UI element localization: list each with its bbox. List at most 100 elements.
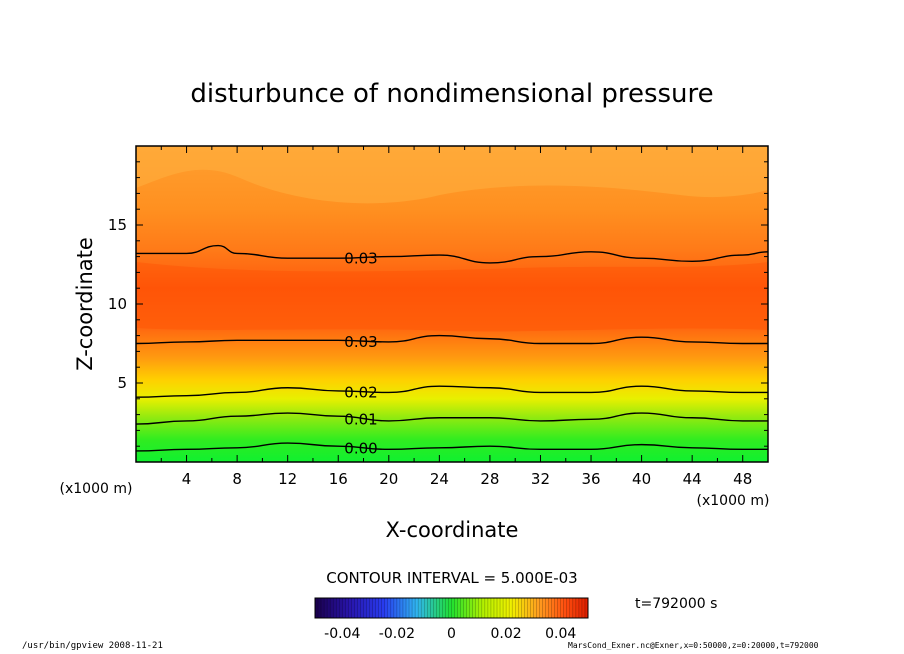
colorbar-cell [536,598,540,618]
colorbar-cell [584,598,589,618]
time-label: t=792000 s [635,596,717,612]
colorbar-cell [393,598,398,618]
colorbar-tick-label: 0.04 [545,626,576,642]
x-tick-label: 48 [733,470,752,488]
colorbar-cell [557,598,562,618]
colorbar-cell [548,598,552,618]
contour-line [136,334,768,345]
colorbar-cell [560,598,565,618]
x-axis-label: X-coordinate [386,518,519,542]
x-tick-label: 44 [683,470,702,488]
colorbar-cell [527,598,531,618]
colorbar-cell [518,598,522,618]
colorbar-cell [575,598,580,618]
x-tick-label: 32 [531,470,550,488]
y-tick-label: 10 [108,295,127,313]
colorbar-cell [509,598,513,618]
colorbar-cell [478,598,483,618]
top-band [136,146,768,204]
y-axis-label: Z-coordinate [73,237,97,371]
colorbar-tick-label: -0.04 [324,626,360,642]
plot-area: 0.00 0.01 0.02 0.03 0.03 [136,146,768,462]
colorbar-cell [506,598,510,618]
x-tick-label: 20 [379,470,398,488]
x-tick-label: 12 [278,470,297,488]
colorbar-cell [472,598,477,618]
colorbar-cell [500,598,504,618]
max-band [136,262,768,332]
colorbar-cell [433,598,437,618]
colorbar-cell [430,598,434,618]
x-tick-label: 16 [329,470,348,488]
colorbar-cell [490,598,495,618]
colorbar-cell [451,598,455,618]
colorbar-cell [363,598,367,618]
colorbar-cell [503,598,507,618]
colorbar-cell [530,598,534,618]
colorbar-cell [321,598,325,618]
x-unit-right: (x1000 m) [697,493,770,509]
x-tick-label: 36 [581,470,600,488]
colorbar-cell [390,598,395,618]
colorbar-cell [521,598,525,618]
colorbar-cell [378,598,383,618]
y-tick-label: 15 [108,216,127,234]
colorbar [314,597,589,619]
colorbar-cell [357,598,361,618]
colorbar-cell [460,598,465,618]
colorbar-cell [551,598,556,618]
colorbar-cell [436,598,440,618]
x-tick-label: 40 [632,470,651,488]
colorbar-cell [487,598,492,618]
colorbar-cell [539,598,543,618]
colorbar-cell [515,598,519,618]
contour-line [136,442,768,452]
colorbar-cell [512,598,516,618]
contour-interval: CONTOUR INTERVAL = 5.000E-03 [326,569,577,587]
color-field [136,146,768,462]
colorbar-cell [354,598,358,618]
colorbar-cell [454,598,458,618]
colorbar-cell [569,598,574,618]
colorbar-cell [384,598,389,618]
colorbar-cell [336,598,340,618]
contour-line [136,385,768,398]
colorbar-cell [406,598,410,618]
colorbar-cell [475,598,480,618]
colorbar-cell [315,598,319,618]
colorbar-cell [581,598,586,618]
contour-label: 0.03 [344,333,377,351]
x-unit-left: (x1000 m) [60,481,133,497]
colorbar-tick-label: 0 [447,626,456,642]
colorbar-cell [369,598,374,618]
contour-label: 0.01 [344,410,377,428]
colorbar-cell [427,598,431,618]
footer-left: /usr/bin/gpview 2008-11-21 [22,641,163,651]
contour-label: 0.03 [344,249,377,267]
chart-title: disturbunce of nondimensional pressure [190,79,713,109]
colorbar-cell [572,598,577,618]
colorbar-frame [314,597,589,619]
colorbar-cell [327,598,331,618]
colorbar-cell [339,598,343,618]
colorbar-cell [412,598,416,618]
colorbar-cell [469,598,474,618]
colorbar-cell [348,598,352,618]
colorbar-cell [399,598,404,618]
colorbar-cell [445,598,449,618]
colorbar-cell [372,598,377,618]
colorbar-cell [345,598,349,618]
x-tick-label: 28 [480,470,499,488]
colorbar-cell [578,598,583,618]
contour-label: 0.00 [344,440,377,458]
colorbar-cell [554,598,559,618]
footer-right: MarsCond_Exner.nc@Exner,x=0:50000,z=0:20… [568,641,819,650]
y-tick-label: 5 [117,374,127,392]
colorbar-cell [387,598,392,618]
contour-label: 0.02 [344,384,377,402]
colorbar-cell [424,598,428,618]
colorbar-cell [563,598,568,618]
colorbar-cell [396,598,401,618]
colorbar-cell [542,598,546,618]
